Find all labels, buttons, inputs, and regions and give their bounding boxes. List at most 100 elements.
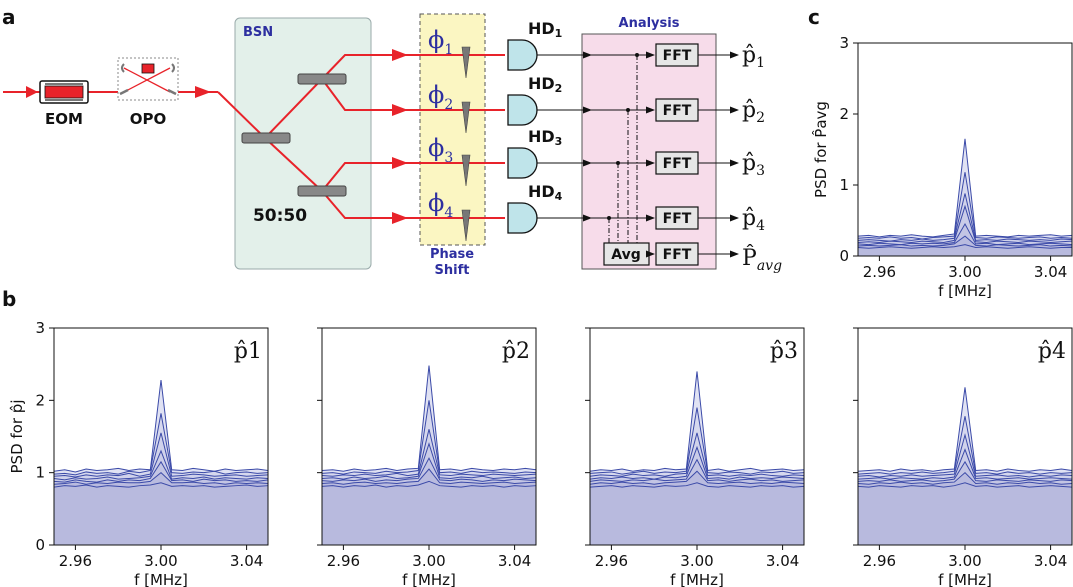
series-line-3 <box>321 457 537 482</box>
series-line-6 <box>857 416 1073 475</box>
y-tick-label: 3 <box>839 34 849 52</box>
output-label-avg: P̂avg <box>742 245 782 274</box>
fft-label-3: FFT <box>663 156 692 172</box>
psd-chart-p1: 0 1 2 3 2.96 3.00 3.04 f [MHz] PSD for p̂j p̂1 <box>8 319 269 587</box>
series-line-7 <box>53 380 269 473</box>
psd-chart-p2: 2.96 3.00 3.04 f [MHz] p̂2 <box>317 327 537 587</box>
series-line-1 <box>53 482 269 488</box>
series-line-1 <box>321 480 537 488</box>
series-line-3 <box>857 223 1073 246</box>
input-beam-arrow <box>195 86 211 98</box>
phase-shift-box <box>419 13 486 246</box>
fft-label-2: FFT <box>663 103 692 119</box>
x-tick-label: 3.00 <box>680 552 713 570</box>
x-tick-label: 3.04 <box>1034 552 1067 570</box>
series-line-7 <box>321 365 537 472</box>
tap-dots <box>607 53 639 220</box>
phase-labels: ϕ1 ϕ2 ϕ3 ϕ4 <box>428 26 453 221</box>
series-line-5 <box>857 433 1073 478</box>
output-label-1: p̂1 <box>742 43 765 71</box>
fft-label-1: FFT <box>663 48 692 64</box>
x-tick-label: 3.04 <box>498 552 531 570</box>
opo-label: OPO <box>130 110 167 128</box>
panel-letter-c: c <box>808 5 820 29</box>
area-fill-1 <box>590 482 804 545</box>
series-line-6 <box>589 407 805 475</box>
series-line-5 <box>857 193 1073 242</box>
series-line-4 <box>857 204 1073 244</box>
x-tick-label: 2.96 <box>595 552 628 570</box>
avg-taps <box>608 55 638 243</box>
area-fill-1 <box>322 481 536 545</box>
phase-label-3: ϕ3 <box>428 134 453 166</box>
x-tick-label: 3.04 <box>766 552 799 570</box>
output-label-2: p̂2 <box>742 98 765 126</box>
x-tick-label: 3.00 <box>948 552 981 570</box>
series-line-3 <box>53 460 269 483</box>
phase-shift-label-line2: Shift <box>435 263 470 278</box>
series-line-6 <box>53 413 269 476</box>
input-beam-arrow-left <box>26 86 38 98</box>
series-line-5 <box>589 432 805 477</box>
x-axis-label: f [MHz] <box>670 571 724 587</box>
opo-icon <box>117 57 179 101</box>
phase-label-4: ϕ4 <box>428 189 453 221</box>
series-line-7 <box>857 138 1073 238</box>
output-label-3: p̂3 <box>742 151 765 179</box>
y-tick-label: 0 <box>839 247 849 265</box>
series-line-3 <box>857 460 1073 482</box>
series-line-1 <box>857 244 1072 249</box>
series-line-2 <box>857 235 1073 247</box>
series-line-5 <box>53 432 269 478</box>
x-tick-label: 2.96 <box>863 263 896 281</box>
y-tick-label: 2 <box>35 391 45 409</box>
eom-icon <box>39 80 89 104</box>
phase-label-2: ϕ2 <box>428 81 453 113</box>
beam-splitter-2 <box>297 73 347 85</box>
area-fill-1 <box>54 482 268 545</box>
psd-chart-p4: 2.96 3.00 3.04 f [MHz] p̂4 <box>853 327 1073 587</box>
series-line-1 <box>857 482 1073 488</box>
chart-title: p̂4 <box>1038 339 1066 364</box>
beam-network <box>217 54 505 219</box>
output-arrows <box>698 51 739 258</box>
phase-shift-label-line1: Phase <box>430 247 474 262</box>
x-tick-label: 2.96 <box>863 552 896 570</box>
analysis-label: Analysis <box>619 16 680 31</box>
eom-label: EOM <box>45 110 83 128</box>
x-tick-label: 3.00 <box>948 263 981 281</box>
series-line-4 <box>53 449 269 481</box>
series-line-2 <box>53 472 269 485</box>
series-line-3 <box>589 458 805 482</box>
output-labels: p̂1 p̂2 p̂3 p̂4 P̂avg <box>742 43 782 274</box>
chart-title: p̂3 <box>770 339 798 364</box>
series-line-2 <box>857 471 1073 485</box>
beam-splitter-3 <box>297 185 347 197</box>
detector-label-2: HD2 <box>528 74 562 95</box>
chart-title: p̂1 <box>234 339 262 364</box>
phase-wedges <box>461 46 471 242</box>
panel-letter-b: b <box>2 287 16 311</box>
series-line-4 <box>857 448 1073 480</box>
series-line-7 <box>589 371 805 472</box>
detector-hd2 <box>507 94 538 126</box>
beam-arrows <box>392 49 408 224</box>
splitter-ratio-label: 50:50 <box>253 206 307 226</box>
area-fill-1 <box>858 482 1072 545</box>
fft-label-4: FFT <box>663 211 692 227</box>
output-label-4: p̂4 <box>742 206 765 234</box>
series-line-1 <box>589 482 805 488</box>
panel-letter-a: a <box>2 5 16 29</box>
x-tick-label: 2.96 <box>327 552 360 570</box>
detector-labels: HD1 HD2 HD3 HD4 <box>528 19 563 203</box>
detector-hd3 <box>507 147 538 179</box>
signal-lines <box>537 51 655 222</box>
series-line-4 <box>321 442 537 480</box>
series-line-7 <box>857 387 1073 472</box>
y-tick-label: 0 <box>35 536 45 554</box>
detector-hd1 <box>507 39 538 71</box>
y-tick-label: 2 <box>839 105 849 123</box>
x-tick-label: 2.96 <box>59 552 92 570</box>
psd-chart-p3: 2.96 3.00 3.04 f [MHz] p̂3 <box>585 327 805 587</box>
